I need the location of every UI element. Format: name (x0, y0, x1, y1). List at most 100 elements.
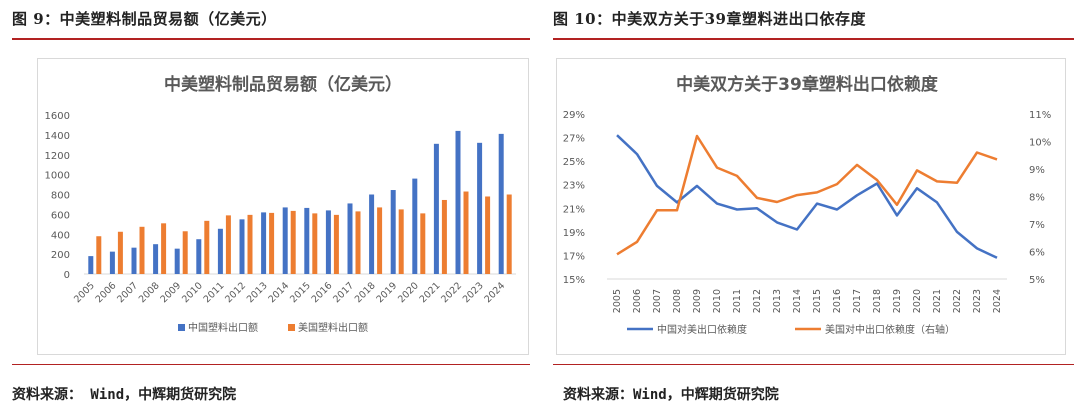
bar-us-2009 (182, 231, 188, 274)
x-tick-label: 2009 (158, 280, 183, 305)
x-tick-label: 2015 (288, 280, 313, 305)
bar-us-2014 (290, 210, 296, 274)
x-tick-label: 2024 (992, 289, 1003, 313)
bar-us-2020 (420, 213, 426, 274)
bar-china-2021 (433, 143, 439, 274)
bar-us-2006 (117, 231, 123, 274)
left-chart-panel: 中美塑料制品贸易额（亿美元） 0 200 400 600 800 1000 1200 1400 1… (37, 58, 529, 355)
legend-label: 美国塑料出口额 (298, 321, 368, 334)
chart-title: 中美双方关于39章塑料出口依赖度 (676, 74, 939, 95)
series-line-us (616, 134, 998, 256)
x-tick-label: 2020 (912, 289, 923, 313)
bar-china-2017 (347, 203, 353, 274)
bar-china-2014 (282, 207, 288, 274)
bar-china-2019 (390, 190, 396, 274)
y-right-tick-label: 6% (1029, 248, 1045, 259)
y-right-tick-label: 8% (1029, 193, 1045, 204)
left-caption-rule (12, 38, 530, 40)
bar-china-2009 (174, 248, 180, 274)
x-tick-label: 2017 (331, 280, 356, 305)
right-chart-panel: 中美双方关于39章塑料出口依赖度 15% 17% 19% 21% 23% 25% 27% 29%… (556, 58, 1066, 355)
bar-china-2018 (369, 194, 375, 274)
x-tick-label: 2020 (396, 280, 421, 305)
x-tick-label: 2018 (353, 280, 378, 305)
bar-china-2010 (196, 239, 202, 274)
bar-us-2008 (161, 223, 167, 274)
bar-us-2015 (312, 213, 318, 274)
x-tick-label: 2007 (115, 280, 140, 305)
bar-us-2023 (485, 196, 491, 274)
y-right-tick-label: 5% (1029, 275, 1045, 286)
y-tick-label: 1200 (45, 151, 70, 162)
bar-chart: 中美塑料制品贸易额（亿美元） 0 200 400 600 800 1000 1200 1400 1… (45, 74, 516, 334)
bar-us-2024 (506, 194, 512, 274)
bar-china-2007 (131, 247, 137, 274)
x-tick-label: 2023 (972, 289, 983, 313)
bar-china-2011 (217, 228, 223, 274)
y-left-tick-label: 17% (563, 251, 585, 262)
bar-us-2010 (204, 220, 210, 274)
bar-china-2015 (304, 207, 310, 274)
x-tick-label: 2013 (772, 289, 783, 313)
x-tick-label: 2014 (792, 289, 803, 313)
y-right-tick-label: 10% (1029, 138, 1051, 149)
series-line-china (616, 134, 998, 259)
bar-china-2005 (88, 256, 94, 274)
x-tick-label: 2011 (732, 289, 743, 313)
bar-us-2022 (463, 191, 469, 274)
x-tick-label: 2023 (461, 280, 486, 305)
x-tick-label: 2005 (612, 289, 623, 313)
x-tick-label: 2016 (832, 289, 843, 313)
x-tick-label: 2016 (310, 280, 335, 305)
bar-us-2019 (398, 209, 404, 274)
x-tick-label: 2010 (712, 289, 723, 313)
x-tick-label: 2018 (872, 289, 883, 313)
line-chart: 中美双方关于39章塑料出口依赖度 15% 17% 19% 21% 23% 25% 27% 29%… (563, 74, 1051, 336)
left-figure-caption: 图 9：中美塑料制品贸易额（亿美元） (12, 10, 277, 28)
y-left-tick-label: 25% (563, 157, 585, 168)
bar-us-2007 (139, 226, 145, 274)
bar-us-2016 (333, 214, 339, 274)
x-tick-label: 2022 (439, 280, 464, 305)
bar-us-2012 (247, 214, 253, 274)
y-left-tick-label: 29% (563, 110, 585, 121)
x-tick-label: 2005 (72, 280, 97, 305)
y-tick-label: 0 (64, 270, 70, 281)
y-tick-label: 400 (51, 230, 70, 241)
bar-us-2018 (377, 207, 383, 274)
y-tick-label: 1600 (45, 111, 70, 122)
bar-china-2020 (412, 178, 418, 274)
y-right-tick-label: 9% (1029, 165, 1045, 176)
chart-title: 中美塑料制品贸易额（亿美元） (164, 74, 402, 95)
x-tick-label: 2019 (374, 280, 399, 305)
x-tick-label: 2009 (692, 289, 703, 313)
right-figure-caption: 图 10：中美双方关于39章塑料进出口依存度 (553, 10, 866, 28)
bar-china-2022 (455, 130, 461, 274)
bar-china-2016 (325, 210, 331, 274)
bar-china-2012 (239, 219, 245, 274)
x-tick-label: 2012 (752, 289, 763, 313)
left-bottom-rule (12, 364, 530, 365)
y-left-tick-label: 19% (563, 228, 585, 239)
bar-us-2005 (96, 236, 102, 274)
y-left-tick-label: 15% (563, 275, 585, 286)
legend-label: 中国对美出口依赖度 (657, 323, 747, 336)
x-tick-label: 2008 (672, 289, 683, 313)
bar-us-2021 (441, 199, 447, 274)
x-tick-label: 2011 (202, 280, 227, 305)
left-source-note: 资料来源： Wind，中辉期货研究院 (12, 387, 237, 403)
bar-us-2017 (355, 211, 361, 274)
x-tick-label: 2021 (418, 280, 443, 305)
y-left-tick-label: 27% (563, 134, 585, 145)
y-left-tick-label: 21% (563, 204, 585, 215)
legend-swatch (288, 324, 295, 331)
x-tick-label: 2019 (892, 289, 903, 313)
y-tick-label: 800 (51, 191, 70, 202)
x-tick-label: 2022 (952, 289, 963, 313)
bar-china-2013 (261, 212, 267, 274)
y-tick-label: 1000 (45, 171, 70, 182)
x-tick-label: 2010 (180, 280, 205, 305)
legend-label: 美国对中出口依赖度（右轴） (825, 323, 955, 336)
x-tick-label: 2014 (266, 280, 291, 305)
y-right-tick-label: 7% (1029, 220, 1045, 231)
